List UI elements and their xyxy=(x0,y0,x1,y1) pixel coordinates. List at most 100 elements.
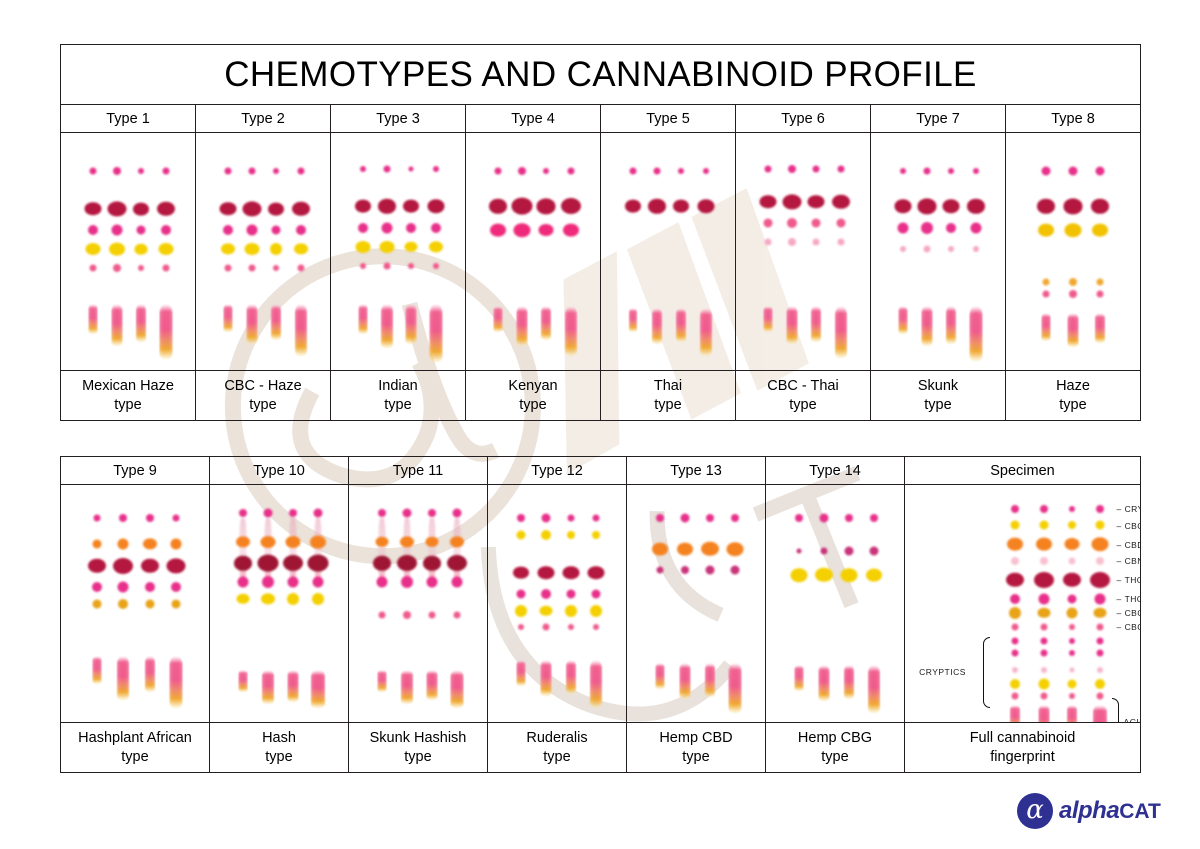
chromatogram-spot xyxy=(244,243,260,256)
chromatogram-spot xyxy=(402,611,411,620)
footer-line-2: type xyxy=(519,396,547,413)
chromatogram-spot xyxy=(814,567,833,583)
chromatogram-spot xyxy=(1067,521,1076,530)
header-type-14: Type 14 xyxy=(765,456,905,485)
acid-zone-streak xyxy=(1093,705,1108,722)
plate-cell-type-1 xyxy=(60,132,196,371)
header-type-12: Type 12 xyxy=(487,456,627,485)
chromatogram-spot xyxy=(763,218,773,228)
footer-type-11: Skunk Hashish type xyxy=(348,722,488,773)
chromatogram-spot xyxy=(1066,607,1078,619)
plate-cell-type-14 xyxy=(765,484,905,723)
chromatogram-spot xyxy=(171,581,182,592)
chromatogram-spot xyxy=(271,225,281,235)
chromatogram-spot xyxy=(788,238,797,247)
chromatogram-spot xyxy=(730,565,740,575)
chromatogram-spot xyxy=(837,165,845,173)
legend-dash-icon: – xyxy=(1116,575,1122,586)
acid-zone-streak xyxy=(246,303,258,344)
acid-zone-streak xyxy=(92,655,102,684)
chromatogram-spot xyxy=(566,589,576,599)
acid-zone-streak xyxy=(493,306,503,332)
chromatogram-spot xyxy=(383,262,391,270)
chromatogram-spot xyxy=(119,514,128,523)
acid-zone-streak xyxy=(1094,313,1105,344)
acid-zone-streak xyxy=(294,303,307,356)
chromatogram-spot xyxy=(1067,679,1077,689)
chromatogram-spot xyxy=(897,222,909,234)
footer-type-6: CBC - Thai type xyxy=(735,370,871,421)
footer-line-1: CBC - Haze xyxy=(224,378,302,395)
chromatogram-spot xyxy=(257,554,279,572)
footer-type-14: Hemp CBG type xyxy=(765,722,905,773)
header-type-13: Type 13 xyxy=(626,456,766,485)
chromatogram-spot xyxy=(1096,290,1104,298)
legend-label-text: THC xyxy=(1124,575,1140,586)
chromatogram-spot xyxy=(446,555,467,572)
acids-group-label: ACIDS xyxy=(1124,717,1140,722)
footer-line-1: CBC - Thai xyxy=(767,378,839,395)
chromatogram-spot xyxy=(700,541,719,557)
chromatogram-spot xyxy=(428,611,436,619)
chromatogram-spot xyxy=(542,623,550,631)
brand-cat: CAT xyxy=(1119,800,1161,823)
chromatogram-spot xyxy=(311,592,324,605)
chromatogram-spot xyxy=(538,224,554,237)
chromatogram-spot xyxy=(1037,607,1051,619)
chromatogram-spot xyxy=(430,222,441,233)
chromatogram-spot xyxy=(1096,504,1105,513)
chromatogram-spot xyxy=(263,508,273,518)
footer-type-13: Hemp CBD type xyxy=(626,722,766,773)
chromatogram-spot xyxy=(312,576,324,588)
chromatogram-spot xyxy=(540,589,551,600)
footer-line-2: fingerprint xyxy=(990,748,1055,765)
chromatogram-spot xyxy=(287,576,299,588)
chromatogram-spot xyxy=(948,246,955,253)
chromatogram-spot xyxy=(1006,572,1025,587)
chromatogram-spot xyxy=(511,198,533,215)
header-type-2: Type 2 xyxy=(195,104,331,133)
footer-line-2: type xyxy=(654,396,682,413)
footer-line-2: type xyxy=(121,748,149,765)
chromatogram-spot xyxy=(869,546,879,556)
chromatogram-spot xyxy=(1096,637,1104,645)
chromatogram-spot xyxy=(1064,223,1082,237)
chromatogram-spot xyxy=(113,557,134,574)
chromatogram-spot xyxy=(515,604,528,617)
header-row-bottom: Type 9 Type 10 Type 11 Type 12 Type 13 T… xyxy=(60,456,1141,485)
chromatogram-spot xyxy=(426,576,438,588)
legend-label-cbd: –CBD xyxy=(1117,540,1141,550)
chromatogram-spot xyxy=(490,223,507,237)
chromatogram-spot xyxy=(516,530,526,540)
acid-zone-streak xyxy=(516,660,526,687)
chromatogram-spot xyxy=(1039,520,1049,530)
chromatogram-spot xyxy=(224,264,232,272)
chromatogram-spot xyxy=(92,599,102,608)
footer-line-1: Ruderalis xyxy=(526,730,588,747)
chromatogram-spot xyxy=(144,581,155,592)
chromatogram-spot xyxy=(1068,557,1076,565)
chromatogram-spot xyxy=(1042,290,1050,298)
alpha-symbol-icon: α xyxy=(1017,793,1053,829)
chromatogram-spot xyxy=(288,509,297,518)
chromatogram-spot xyxy=(1069,290,1077,299)
footer-row-top: Mexican Haze type CBC - Haze type Indian ty… xyxy=(60,370,1141,421)
footer-line-2: type xyxy=(789,396,817,413)
chromatogram-spot xyxy=(1090,199,1109,214)
acid-zone-streak xyxy=(728,662,742,713)
chromatogram-spot xyxy=(796,548,802,554)
chromatogram-spot xyxy=(378,199,397,214)
acid-zone-streak xyxy=(88,303,98,334)
footer-line-1: Hemp CBD xyxy=(659,730,733,747)
chromatogram-spot xyxy=(355,200,372,213)
chromatogram-spot xyxy=(223,225,234,236)
chromatogram-spot xyxy=(807,194,825,209)
chromatogram-spot xyxy=(1033,571,1054,588)
acid-zone-streak xyxy=(704,662,715,697)
chromatogram-spot xyxy=(93,514,101,522)
lane-streak-band xyxy=(428,518,436,581)
chromatogram-spot xyxy=(236,536,251,548)
chromatogram-spot xyxy=(812,238,820,246)
chromatogram-spot xyxy=(518,624,525,631)
chromatogram-spot xyxy=(676,542,693,556)
